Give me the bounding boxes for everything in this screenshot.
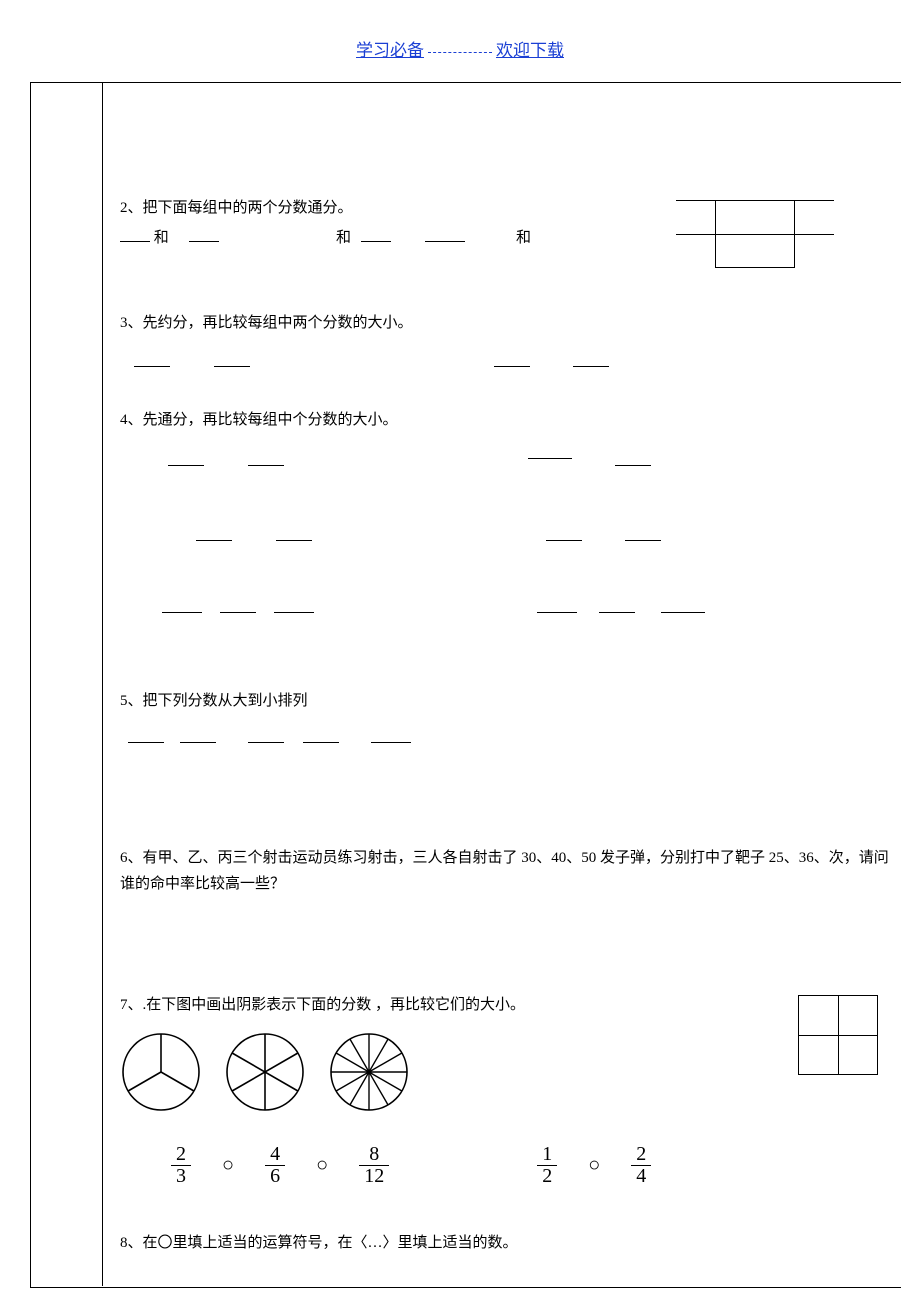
- q7-figures: [120, 1031, 900, 1118]
- header-left: 学习必备: [356, 41, 424, 60]
- fraction: 46: [265, 1144, 285, 1187]
- q4-text: 4、先通分，再比较每组中个分数的大小。: [120, 408, 900, 434]
- blank[interactable]: [528, 458, 572, 460]
- question-7: 7、.在下图中画出阴影表示下面的分数 ，再比较它们的大小。: [120, 993, 900, 1187]
- fraction: 23: [171, 1144, 191, 1187]
- circle-3: [120, 1031, 202, 1118]
- grid-line: [716, 234, 794, 235]
- q7-text: 7、.在下图中画出阴影表示下面的分数 ，再比较它们的大小。: [120, 993, 900, 1019]
- grid-ext: [794, 200, 834, 201]
- question-6: 6、有甲、乙、丙三个射击运动员练习射击，三人各自射击了 30、40、50 发子弹…: [120, 846, 900, 897]
- blank[interactable]: [168, 451, 204, 466]
- grid-line: [838, 996, 839, 1074]
- blank[interactable]: [220, 612, 256, 614]
- blank[interactable]: [615, 451, 651, 466]
- blank[interactable]: [303, 729, 339, 744]
- compare-circle[interactable]: ○: [316, 1154, 328, 1177]
- q5-text: 5、把下列分数从大到小排列: [120, 689, 900, 715]
- joiner: 和: [154, 230, 169, 246]
- question-8: 8、在〇里填上适当的运算符号，在〈…〉里填上适当的数。: [120, 1231, 900, 1257]
- blank[interactable]: [134, 352, 170, 367]
- fraction: 12: [537, 1144, 557, 1187]
- q3-text: 3、先约分，再比较每组中两个分数的大小。: [120, 311, 900, 337]
- circle-6: [224, 1031, 306, 1118]
- header-right: 欢迎下载: [496, 41, 564, 60]
- blank[interactable]: [274, 612, 314, 614]
- blank[interactable]: [162, 612, 202, 614]
- blank[interactable]: [371, 729, 411, 744]
- compare-circle[interactable]: ○: [588, 1154, 600, 1177]
- margin-rule: [102, 82, 103, 1286]
- question-5: 5、把下列分数从大到小排列: [120, 689, 900, 748]
- blank[interactable]: [573, 352, 609, 367]
- grid-ext: [794, 234, 834, 235]
- blank[interactable]: [214, 352, 250, 367]
- blank[interactable]: [537, 612, 577, 614]
- blank[interactable]: [625, 527, 661, 542]
- joiner: 和: [516, 230, 531, 246]
- q2-grid: [715, 200, 795, 268]
- blank[interactable]: [248, 451, 284, 466]
- q8-text: 8、在〇里填上适当的运算符号，在〈…〉里填上适当的数。: [120, 1231, 900, 1257]
- blank[interactable]: [661, 612, 705, 614]
- header-divider: [428, 52, 492, 53]
- blank[interactable]: [180, 729, 216, 744]
- content-area: 2、把下面每组中的两个分数通分。 和 和 和: [120, 82, 900, 1256]
- blank[interactable]: [120, 227, 150, 242]
- blank[interactable]: [248, 729, 284, 744]
- joiner: 和: [336, 230, 351, 246]
- question-2: 2、把下面每组中的两个分数通分。 和 和 和: [120, 196, 900, 247]
- blank[interactable]: [128, 729, 164, 744]
- q3-blanks: [120, 352, 900, 372]
- question-3: 3、先约分，再比较每组中两个分数的大小。: [120, 311, 900, 372]
- blank[interactable]: [196, 527, 232, 542]
- blank[interactable]: [361, 227, 391, 242]
- blank[interactable]: [425, 227, 465, 242]
- blank[interactable]: [546, 527, 582, 542]
- grid-ext: [676, 200, 716, 201]
- q4-row1: [120, 451, 900, 471]
- square-4: [798, 995, 878, 1075]
- circle-12: [328, 1031, 410, 1118]
- q6-text: 6、有甲、乙、丙三个射击运动员练习射击，三人各自射击了 30、40、50 发子弹…: [120, 846, 900, 897]
- q4-row2: [120, 527, 900, 547]
- blank[interactable]: [494, 352, 530, 367]
- q4-row3: [120, 602, 900, 619]
- blank[interactable]: [599, 612, 635, 614]
- q5-blanks: [120, 729, 900, 749]
- page-header: 学习必备 欢迎下载: [0, 0, 920, 61]
- page: 学习必备 欢迎下载 2、把下面每组中的两个分数通分。 和 和 和: [0, 0, 920, 1302]
- fraction: 24: [631, 1144, 651, 1187]
- blank[interactable]: [189, 227, 219, 242]
- q7-fractions: 23 ○ 46 ○ 812 12 ○ 24: [120, 1144, 900, 1187]
- question-4: 4、先通分，再比较每组中个分数的大小。: [120, 408, 900, 620]
- fraction: 812: [359, 1144, 389, 1187]
- compare-circle[interactable]: ○: [222, 1154, 234, 1177]
- blank[interactable]: [276, 527, 312, 542]
- grid-ext: [676, 234, 716, 235]
